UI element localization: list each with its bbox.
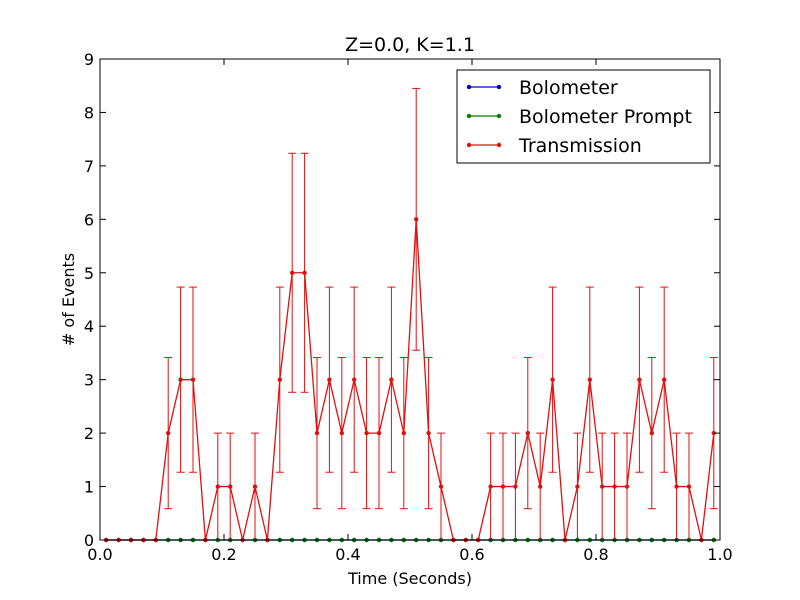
data-point	[166, 430, 171, 436]
data-point	[178, 377, 183, 382]
data-point	[662, 377, 667, 382]
data-point	[674, 484, 679, 489]
x-tick-label: 0.8	[583, 545, 608, 564]
data-point	[389, 377, 394, 382]
x-axis-label: Time (Seconds)	[347, 569, 472, 588]
data-point	[290, 270, 295, 275]
data-point	[538, 484, 543, 489]
data-point	[525, 430, 530, 436]
legend-marker	[466, 113, 472, 119]
data-point	[513, 484, 518, 489]
data-point	[686, 484, 692, 489]
series-line	[106, 219, 715, 541]
x-tick-label: 0.4	[335, 545, 360, 564]
y-tick-label: 7	[84, 157, 94, 176]
data-point	[228, 484, 233, 489]
data-point	[352, 377, 357, 382]
legend-marker	[496, 142, 502, 148]
data-point	[364, 430, 369, 436]
data-point	[488, 484, 493, 489]
y-tick-label: 9	[84, 50, 94, 69]
legend-label: Transmission	[518, 135, 642, 157]
legend-label: Bolometer	[519, 77, 618, 99]
x-tick-label: 1.0	[707, 545, 732, 564]
y-axis-label: # of Events	[59, 253, 78, 346]
data-point	[624, 484, 630, 489]
data-point	[314, 430, 320, 436]
plot-frame	[99, 58, 721, 541]
axis-ticks: 0.0 0.2 0.4 0.6 0.8 1.0 0 1 2 3 4 5 6 7 8 9	[84, 50, 733, 564]
data-point	[711, 430, 716, 436]
data-point	[426, 430, 431, 436]
data-point	[637, 377, 642, 382]
data-point	[339, 430, 344, 436]
data-point	[414, 217, 419, 222]
x-tick-label: 0.0	[87, 545, 112, 564]
data-point	[327, 377, 332, 382]
legend-marker	[496, 113, 502, 119]
data-point	[302, 270, 307, 275]
y-tick-label: 3	[84, 371, 94, 390]
y-tick-label: 1	[84, 478, 94, 497]
x-tick-label: 0.2	[211, 545, 236, 564]
data-point	[587, 377, 592, 382]
data-point	[190, 377, 196, 382]
legend-label: Bolometer Prompt	[519, 106, 692, 128]
y-tick-label: 8	[84, 103, 94, 122]
data-point	[649, 430, 654, 436]
data-point	[376, 430, 382, 436]
y-tick-label: 2	[84, 424, 94, 443]
data-point	[550, 377, 555, 382]
x-tick-label: 0.6	[459, 545, 484, 564]
data-point	[600, 484, 605, 489]
data-point	[215, 484, 220, 489]
data-point	[438, 484, 444, 489]
legend-marker	[466, 84, 472, 90]
data-point	[401, 430, 406, 436]
y-tick-label: 6	[84, 210, 94, 229]
legend-marker	[466, 142, 472, 148]
legend: Bolometer Bolometer Prompt Transmission	[456, 69, 711, 164]
data-point	[575, 484, 580, 489]
y-tick-label: 4	[84, 317, 94, 336]
series-transmission	[104, 87, 718, 543]
y-tick-label: 0	[84, 531, 94, 550]
chart-title: Z=0.0, K=1.1	[345, 34, 475, 56]
y-tick-label: 5	[84, 264, 94, 283]
data-point	[612, 484, 617, 489]
data-point	[500, 484, 506, 489]
data-point	[277, 377, 282, 382]
legend-marker	[496, 84, 502, 90]
data-point	[252, 484, 258, 489]
